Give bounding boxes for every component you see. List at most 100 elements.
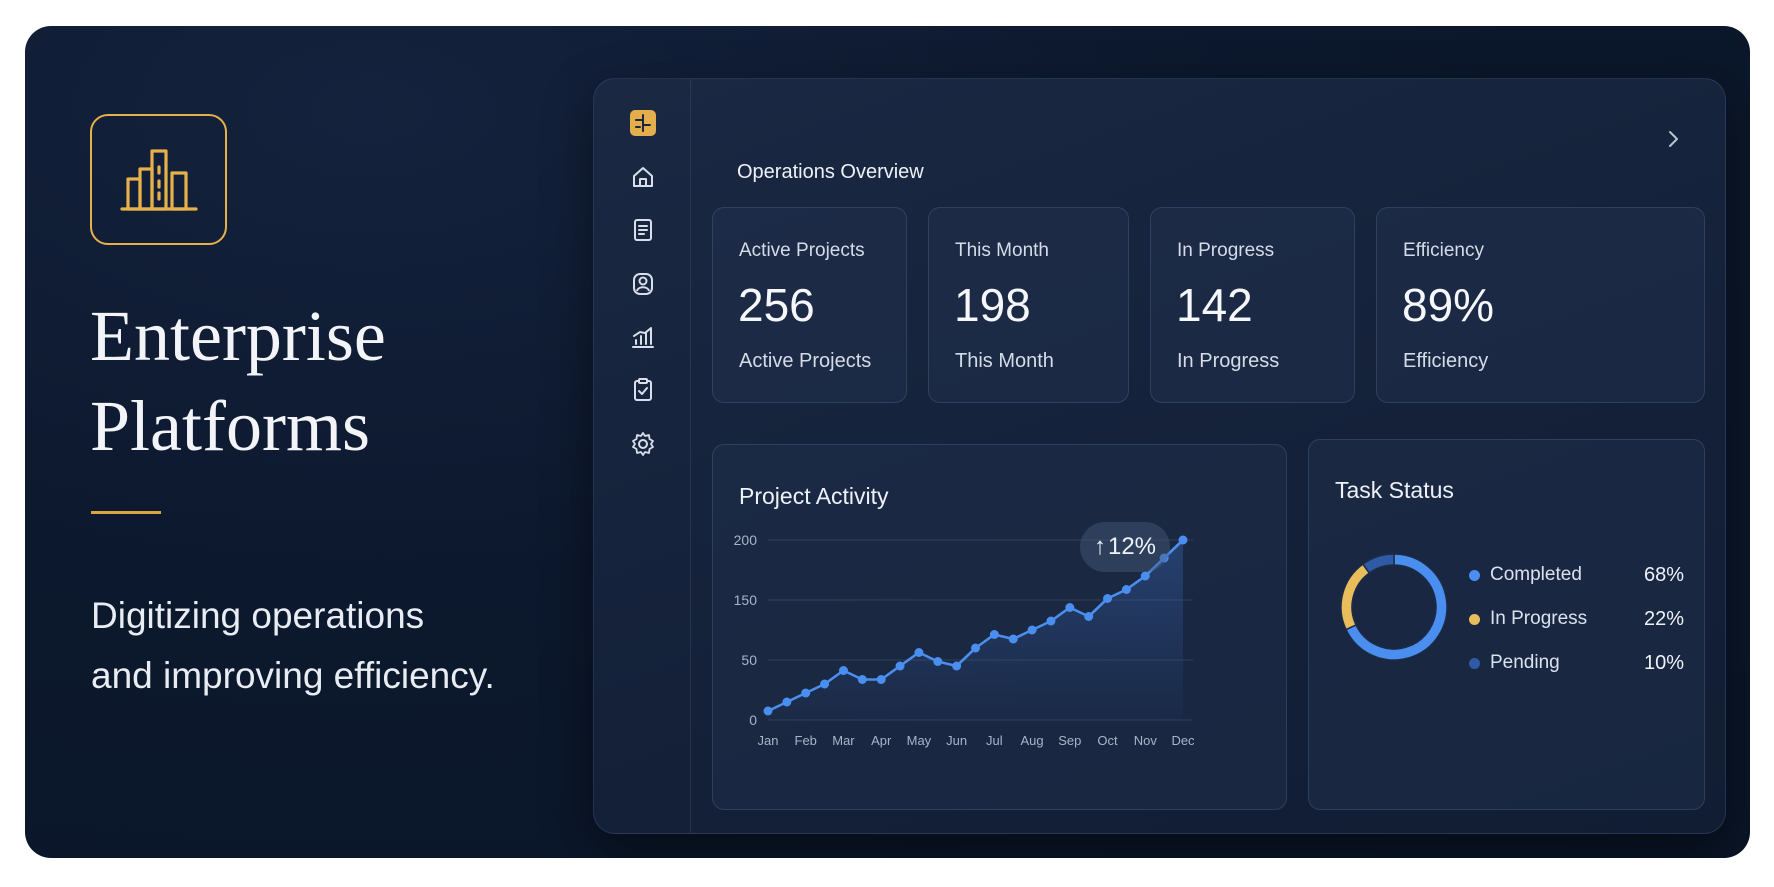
clipboard-check-icon[interactable] bbox=[630, 377, 656, 403]
users-icon-svg bbox=[633, 273, 653, 295]
x-tick-label: Jul bbox=[986, 733, 1003, 748]
data-point[interactable] bbox=[1140, 571, 1150, 581]
legend-name: In Progress bbox=[1490, 608, 1588, 629]
data-point[interactable] bbox=[989, 630, 999, 639]
document-icon-svg bbox=[634, 219, 652, 241]
task-status-donut bbox=[1340, 553, 1448, 661]
stat-footer: Active Projects bbox=[739, 350, 872, 372]
legend-dot bbox=[1469, 657, 1480, 669]
data-point[interactable] bbox=[1027, 625, 1037, 635]
users-icon[interactable] bbox=[630, 271, 656, 297]
page-title: Operations Overview bbox=[737, 161, 924, 183]
growth-badge-value: 12% bbox=[1107, 533, 1157, 560]
hero-title-line2: Platforms bbox=[90, 386, 370, 466]
data-point[interactable] bbox=[1103, 594, 1113, 603]
analytics-icon-svg bbox=[632, 327, 654, 348]
stat-value: 142 bbox=[1176, 279, 1253, 331]
hero-subtitle: Digitizing operations and improving effi… bbox=[91, 586, 561, 706]
project-activity-card: Project Activity 200 150 50 0 Jan Feb Mar Apr Ma… bbox=[712, 444, 1287, 810]
gear-icon-svg bbox=[632, 432, 654, 456]
x-tick-label: May bbox=[907, 733, 932, 748]
data-point[interactable] bbox=[914, 648, 924, 657]
legend-item-completed: Completed 68% bbox=[1469, 562, 1684, 588]
data-point[interactable] bbox=[857, 675, 867, 684]
x-tick-label: Feb bbox=[795, 733, 817, 748]
hero-title: Enterprise Platforms bbox=[90, 291, 570, 471]
data-point[interactable] bbox=[801, 688, 811, 698]
stat-label: This Month bbox=[955, 240, 1049, 261]
data-point[interactable] bbox=[820, 679, 830, 689]
chart-title: Project Activity bbox=[739, 483, 889, 509]
x-tick-label: Dec bbox=[1171, 733, 1195, 748]
data-point[interactable] bbox=[1065, 603, 1075, 612]
legend-dot bbox=[1469, 569, 1480, 581]
stat-value: 89% bbox=[1402, 279, 1495, 331]
task-status-title: Task Status bbox=[1335, 477, 1454, 503]
legend-name: Pending bbox=[1490, 652, 1560, 673]
analytics-icon[interactable] bbox=[630, 324, 656, 350]
x-tick-label: Apr bbox=[871, 733, 892, 748]
chevron-right-icon[interactable] bbox=[1663, 129, 1683, 149]
stat-card-efficiency[interactable]: Efficiency 89% Efficiency bbox=[1376, 207, 1705, 403]
document-icon[interactable] bbox=[630, 217, 656, 243]
data-point[interactable] bbox=[1159, 553, 1169, 563]
data-point[interactable] bbox=[1084, 612, 1094, 621]
data-point[interactable] bbox=[952, 661, 962, 671]
hero-divider bbox=[91, 511, 161, 514]
app-logo-icon[interactable] bbox=[630, 110, 656, 136]
stat-card-in-progress[interactable]: In Progress 142 In Progress bbox=[1150, 207, 1355, 403]
hero-card: Enterprise Platforms Digitizing operatio… bbox=[25, 26, 1750, 858]
data-point[interactable] bbox=[838, 666, 848, 675]
data-point[interactable] bbox=[876, 675, 886, 684]
x-tick-label: Nov bbox=[1134, 733, 1158, 748]
stat-footer: Efficiency bbox=[1403, 350, 1489, 372]
y-tick-label: 50 bbox=[741, 652, 757, 668]
data-point[interactable] bbox=[1008, 634, 1018, 644]
arrow-up-icon: ↑ bbox=[1093, 533, 1106, 560]
x-tick-label: Mar bbox=[832, 733, 855, 748]
series-area bbox=[768, 540, 1183, 720]
stat-card-active-projects[interactable]: Active Projects 256 Active Projects bbox=[712, 207, 907, 403]
data-point[interactable] bbox=[782, 697, 792, 707]
home-icon[interactable] bbox=[630, 164, 656, 190]
dashboard-panel: Operations Overview Active Projects 256 … bbox=[593, 78, 1726, 834]
clipboard-check-icon-svg bbox=[634, 378, 652, 401]
legend-pct: 22% bbox=[1643, 607, 1684, 630]
x-tick-label: Aug bbox=[1021, 733, 1044, 748]
home-icon-svg bbox=[633, 167, 653, 187]
x-tick-label: Jan bbox=[758, 733, 779, 748]
hero-subtitle-line2: and improving efficiency. bbox=[91, 655, 495, 696]
data-point[interactable] bbox=[1178, 535, 1188, 545]
app-logo-icon-svg bbox=[635, 114, 651, 132]
data-point[interactable] bbox=[763, 706, 773, 716]
stat-label: In Progress bbox=[1177, 240, 1275, 261]
growth-badge: ↑ 12% bbox=[1080, 522, 1170, 572]
legend-pct: 68% bbox=[1643, 563, 1684, 586]
legend-name: Completed bbox=[1490, 564, 1582, 585]
legend-item-in-progress: In Progress 22% bbox=[1469, 606, 1684, 632]
stat-value: 256 bbox=[738, 279, 815, 331]
data-point[interactable] bbox=[933, 657, 943, 666]
data-point[interactable] bbox=[971, 643, 980, 653]
data-point[interactable] bbox=[1121, 585, 1131, 594]
x-tick-label: Jun bbox=[946, 733, 967, 748]
donut-slice[interactable] bbox=[1361, 553, 1395, 575]
gear-icon[interactable] bbox=[630, 431, 656, 457]
donut-slice[interactable] bbox=[1340, 563, 1371, 631]
hero-title-line1: Enterprise bbox=[90, 296, 386, 376]
y-tick-label: 0 bbox=[749, 712, 757, 728]
data-point[interactable] bbox=[1046, 616, 1056, 626]
sidebar bbox=[594, 79, 691, 833]
stat-label: Efficiency bbox=[1403, 240, 1484, 261]
y-tick-label: 200 bbox=[734, 532, 758, 548]
building-chart-icon bbox=[90, 114, 227, 245]
stat-value: 198 bbox=[954, 279, 1031, 331]
data-point[interactable] bbox=[895, 661, 905, 671]
legend-dot bbox=[1469, 613, 1480, 625]
building-chart-icon-svg bbox=[119, 148, 198, 211]
stat-card-this-month[interactable]: This Month 198 This Month bbox=[928, 207, 1129, 403]
stat-label: Active Projects bbox=[739, 240, 865, 261]
legend-pct: 10% bbox=[1643, 651, 1684, 674]
legend-item-pending: Pending 10% bbox=[1469, 650, 1684, 676]
